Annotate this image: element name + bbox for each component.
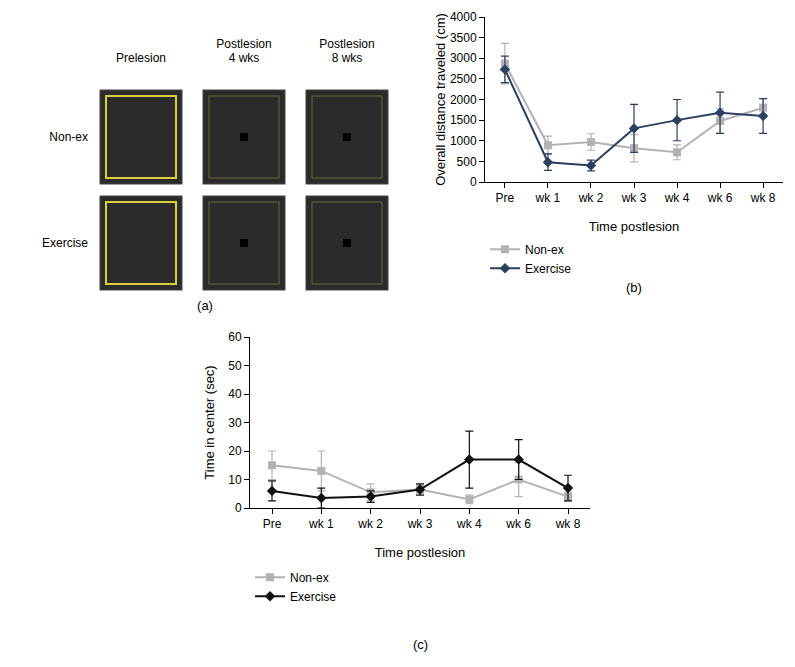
svg-text:2000: 2000 (450, 93, 477, 107)
svg-text:Pre: Pre (263, 517, 282, 531)
svg-text:0: 0 (470, 175, 477, 189)
svg-text:500: 500 (457, 155, 477, 169)
svg-text:wk 4: wk 4 (456, 517, 482, 531)
svg-text:wk 8: wk 8 (750, 191, 776, 205)
svg-text:(a): (a) (197, 298, 213, 313)
svg-text:Non-ex: Non-ex (290, 571, 329, 585)
svg-text:30: 30 (228, 416, 242, 430)
svg-text:60: 60 (228, 330, 242, 344)
svg-text:8 wks: 8 wks (332, 51, 363, 65)
svg-text:Non-ex: Non-ex (49, 130, 88, 144)
svg-text:Prelesion: Prelesion (116, 51, 166, 65)
svg-text:50: 50 (228, 359, 242, 373)
svg-text:Exercise: Exercise (42, 236, 88, 250)
svg-text:Non-ex: Non-ex (525, 243, 564, 257)
svg-text:wk 6: wk 6 (505, 517, 531, 531)
svg-text:0: 0 (235, 501, 242, 515)
svg-text:wk 2: wk 2 (578, 191, 604, 205)
svg-text:2500: 2500 (450, 72, 477, 86)
svg-text:Time postlesion: Time postlesion (375, 545, 466, 560)
svg-text:4000: 4000 (450, 10, 477, 24)
svg-text:Postlesion: Postlesion (319, 37, 374, 51)
svg-text:wk 3: wk 3 (621, 191, 647, 205)
svg-text:Time in center (sec): Time in center (sec) (202, 365, 217, 479)
svg-text:20: 20 (228, 444, 242, 458)
svg-text:Postlesion: Postlesion (216, 37, 271, 51)
svg-text:1000: 1000 (450, 134, 477, 148)
svg-text:wk 8: wk 8 (555, 517, 581, 531)
svg-text:Pre: Pre (496, 191, 515, 205)
svg-text:wk 6: wk 6 (707, 191, 733, 205)
svg-text:wk 1: wk 1 (535, 191, 561, 205)
svg-text:3500: 3500 (450, 31, 477, 45)
svg-text:40: 40 (228, 387, 242, 401)
svg-text:10: 10 (228, 473, 242, 487)
svg-text:1500: 1500 (450, 113, 477, 127)
svg-text:Exercise: Exercise (290, 590, 336, 604)
svg-text:3000: 3000 (450, 51, 477, 65)
svg-text:(b): (b) (626, 280, 642, 295)
svg-text:4 wks: 4 wks (229, 51, 260, 65)
svg-text:wk 2: wk 2 (357, 517, 383, 531)
svg-text:wk 1: wk 1 (308, 517, 334, 531)
svg-text:Time postlesion: Time postlesion (589, 219, 680, 234)
svg-text:wk 4: wk 4 (664, 191, 690, 205)
svg-text:Exercise: Exercise (525, 262, 571, 276)
svg-text:(c): (c) (413, 637, 428, 652)
svg-text:wk 3: wk 3 (407, 517, 433, 531)
svg-text:Overall distance traveled (cm): Overall distance traveled (cm) (433, 13, 448, 186)
